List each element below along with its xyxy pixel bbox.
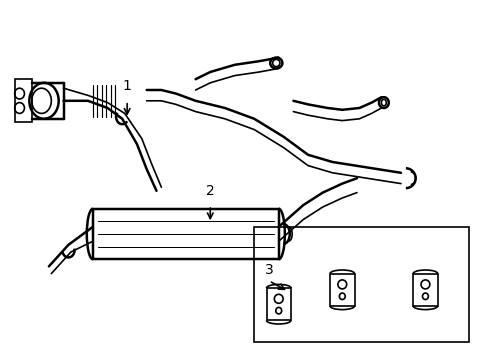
Text: 1: 1 <box>122 80 131 93</box>
Text: 3: 3 <box>264 263 273 277</box>
Bar <box>329 274 354 306</box>
Text: 2: 2 <box>205 184 214 198</box>
Bar <box>412 274 437 306</box>
Bar <box>15 79 32 122</box>
Bar <box>266 288 290 320</box>
Bar <box>254 227 468 342</box>
Bar <box>93 209 278 259</box>
